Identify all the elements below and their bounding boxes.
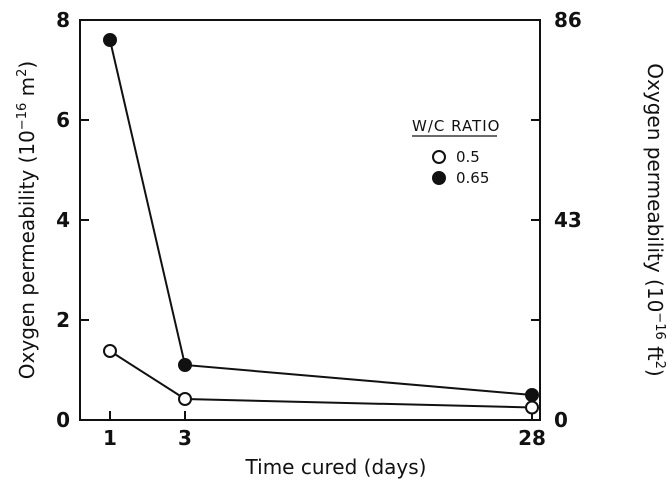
x-tick-label-2: 28 [518,426,546,450]
right-y-tick-label-0: 0 [554,408,568,432]
legend-title: W/C RATIO [412,117,500,135]
legend-marker-open [432,150,446,164]
axes-group [79,19,541,421]
ticks-group: 0 2 4 6 8 0 43 86 1 3 28 [56,8,582,450]
left-y-tick-label-2: 4 [56,208,70,232]
legend-label-0: 0.5 [456,148,480,166]
left-y-tick-label-0: 0 [56,408,70,432]
plot-frame [79,19,541,421]
series-0-point-1 [178,392,192,406]
left-y-tick-label-4: 8 [56,8,70,32]
right-y-tick-label-1: 43 [554,208,582,232]
left-y-tick-label-3: 6 [56,108,70,132]
series-0-point-0 [103,344,117,358]
x-tick-label-0: 1 [103,426,117,450]
series-1-point-1 [178,358,192,372]
right-y-tick-label-2: 86 [554,8,582,32]
series-group [103,33,539,415]
series-line-0 [109,350,533,409]
x-axis-title: Time cured (days) [245,455,427,479]
series-1-point-2 [525,388,539,402]
series-1-point-0 [103,33,117,47]
x-tick-label-1: 3 [178,426,192,450]
left-y-axis-title: Oxygen permeability (10−16 m2) [15,61,39,379]
legend-marker-filled [432,171,446,185]
legend-label-1: 0.65 [456,169,489,187]
series-0-point-2 [525,400,539,415]
legend: W/C RATIO 0.5 0.65 [412,117,500,187]
left-y-tick-label-1: 2 [56,308,70,332]
right-y-axis-title: Oxygen permeability (10−16 ft2) [643,63,667,376]
series-line-1 [109,39,533,396]
